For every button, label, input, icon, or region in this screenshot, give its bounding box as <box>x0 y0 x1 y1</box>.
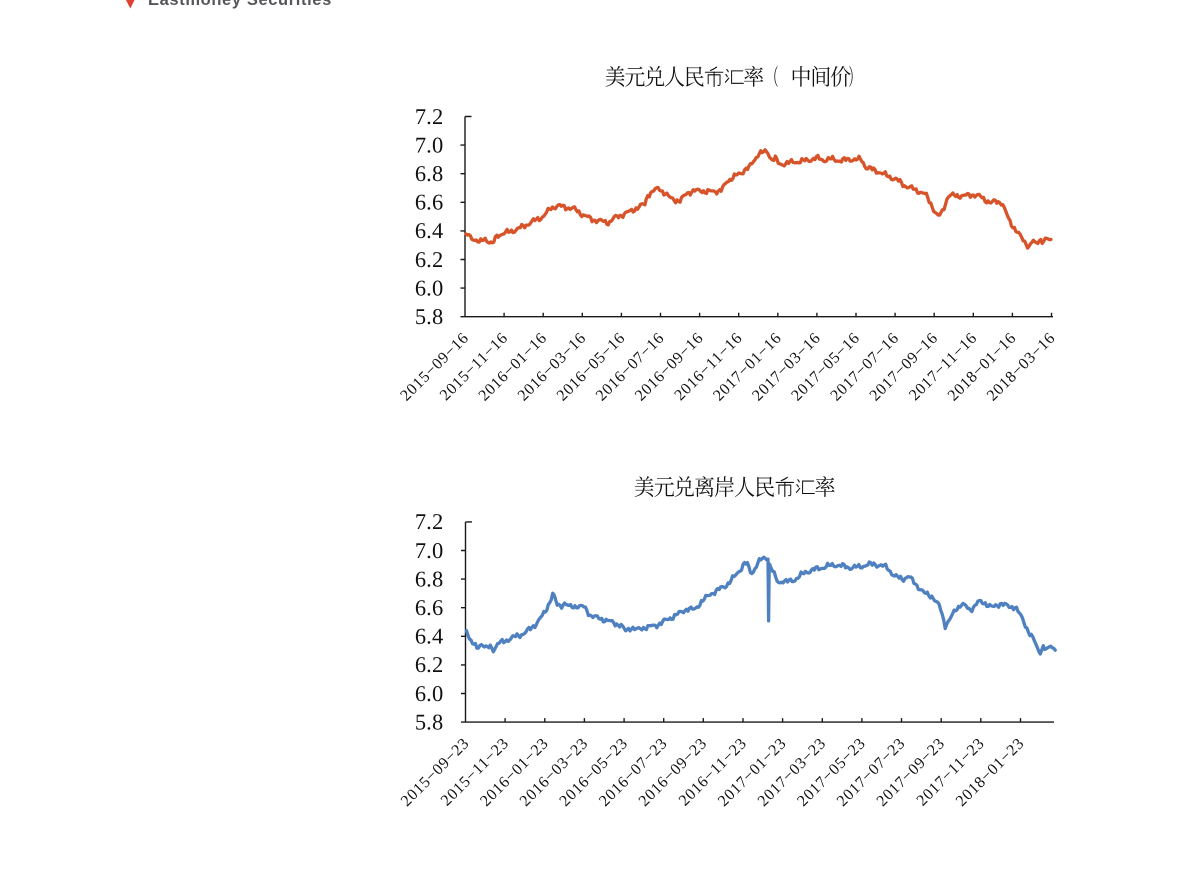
svg-text:6.: 6. <box>415 681 432 706</box>
svg-text:6.: 6. <box>415 218 432 243</box>
svg-text:6.: 6. <box>415 275 432 300</box>
svg-text:6: 6 <box>432 595 443 620</box>
svg-text:0: 0 <box>432 275 443 300</box>
svg-text:7.: 7. <box>415 538 432 563</box>
svg-text:6: 6 <box>432 190 443 215</box>
svg-text:6.: 6. <box>415 624 432 649</box>
svg-text:6.: 6. <box>415 161 432 186</box>
svg-text:0: 0 <box>432 681 443 706</box>
svg-text:6.: 6. <box>415 247 432 272</box>
svg-text:6.: 6. <box>415 595 432 620</box>
svg-text:7.: 7. <box>415 509 432 534</box>
svg-text:0: 0 <box>432 538 443 563</box>
svg-text:5.: 5. <box>415 304 432 329</box>
svg-text:8: 8 <box>432 566 443 591</box>
svg-text:8: 8 <box>432 161 443 186</box>
svg-text:6.: 6. <box>415 652 432 677</box>
svg-text:0: 0 <box>432 132 443 157</box>
svg-text:2: 2 <box>432 652 443 677</box>
svg-text:2: 2 <box>432 104 443 129</box>
svg-text:7.: 7. <box>415 104 432 129</box>
svg-text:7.: 7. <box>415 132 432 157</box>
svg-text:8: 8 <box>432 304 443 329</box>
svg-text:4: 4 <box>432 218 443 243</box>
svg-text:6.: 6. <box>415 566 432 591</box>
svg-text:2: 2 <box>432 509 443 534</box>
svg-text:5.: 5. <box>415 709 432 734</box>
svg-text:4: 4 <box>432 624 443 649</box>
svg-text:6.: 6. <box>415 190 432 215</box>
svg-text:8: 8 <box>432 709 443 734</box>
svg-text:2: 2 <box>432 247 443 272</box>
